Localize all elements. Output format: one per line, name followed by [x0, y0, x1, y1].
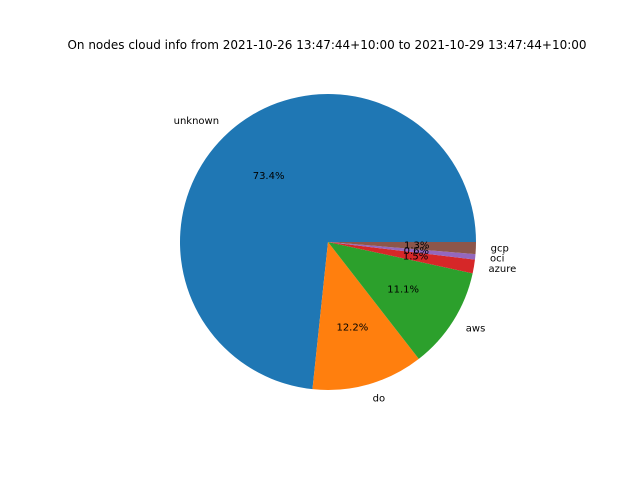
slice-pct-gcp: 1.3% [404, 241, 429, 252]
slice-pct-azure: 1.5% [403, 252, 428, 263]
pie-slice-gcp [328, 242, 476, 255]
slice-label-azure: azure [489, 264, 517, 275]
slice-pct-do: 12.2% [336, 322, 368, 333]
pie-slice-oci [328, 242, 476, 260]
slice-label-unknown: unknown [174, 116, 219, 127]
slice-pct-oci: 0.6% [404, 246, 429, 257]
slice-label-oci: oci [490, 253, 504, 264]
pie-slice-do [312, 242, 419, 390]
pie-slice-azure [328, 242, 475, 274]
slice-label-do: do [373, 394, 385, 405]
slice-pct-unknown: 73.4% [253, 171, 285, 182]
pie-slice-unknown [180, 94, 476, 390]
pie-labels: unknown 73.4% do 12.2% aws 11.1% azure 1.5% oci 0… [174, 116, 517, 405]
slice-label-gcp: gcp [491, 244, 509, 255]
slice-pct-aws: 11.1% [387, 284, 419, 295]
slice-label-aws: aws [466, 324, 486, 335]
chart-title: On nodes cloud info from 2021-10-26 13:4… [67, 38, 586, 52]
pie-slice-aws [328, 242, 473, 359]
pie-slices [180, 94, 476, 390]
